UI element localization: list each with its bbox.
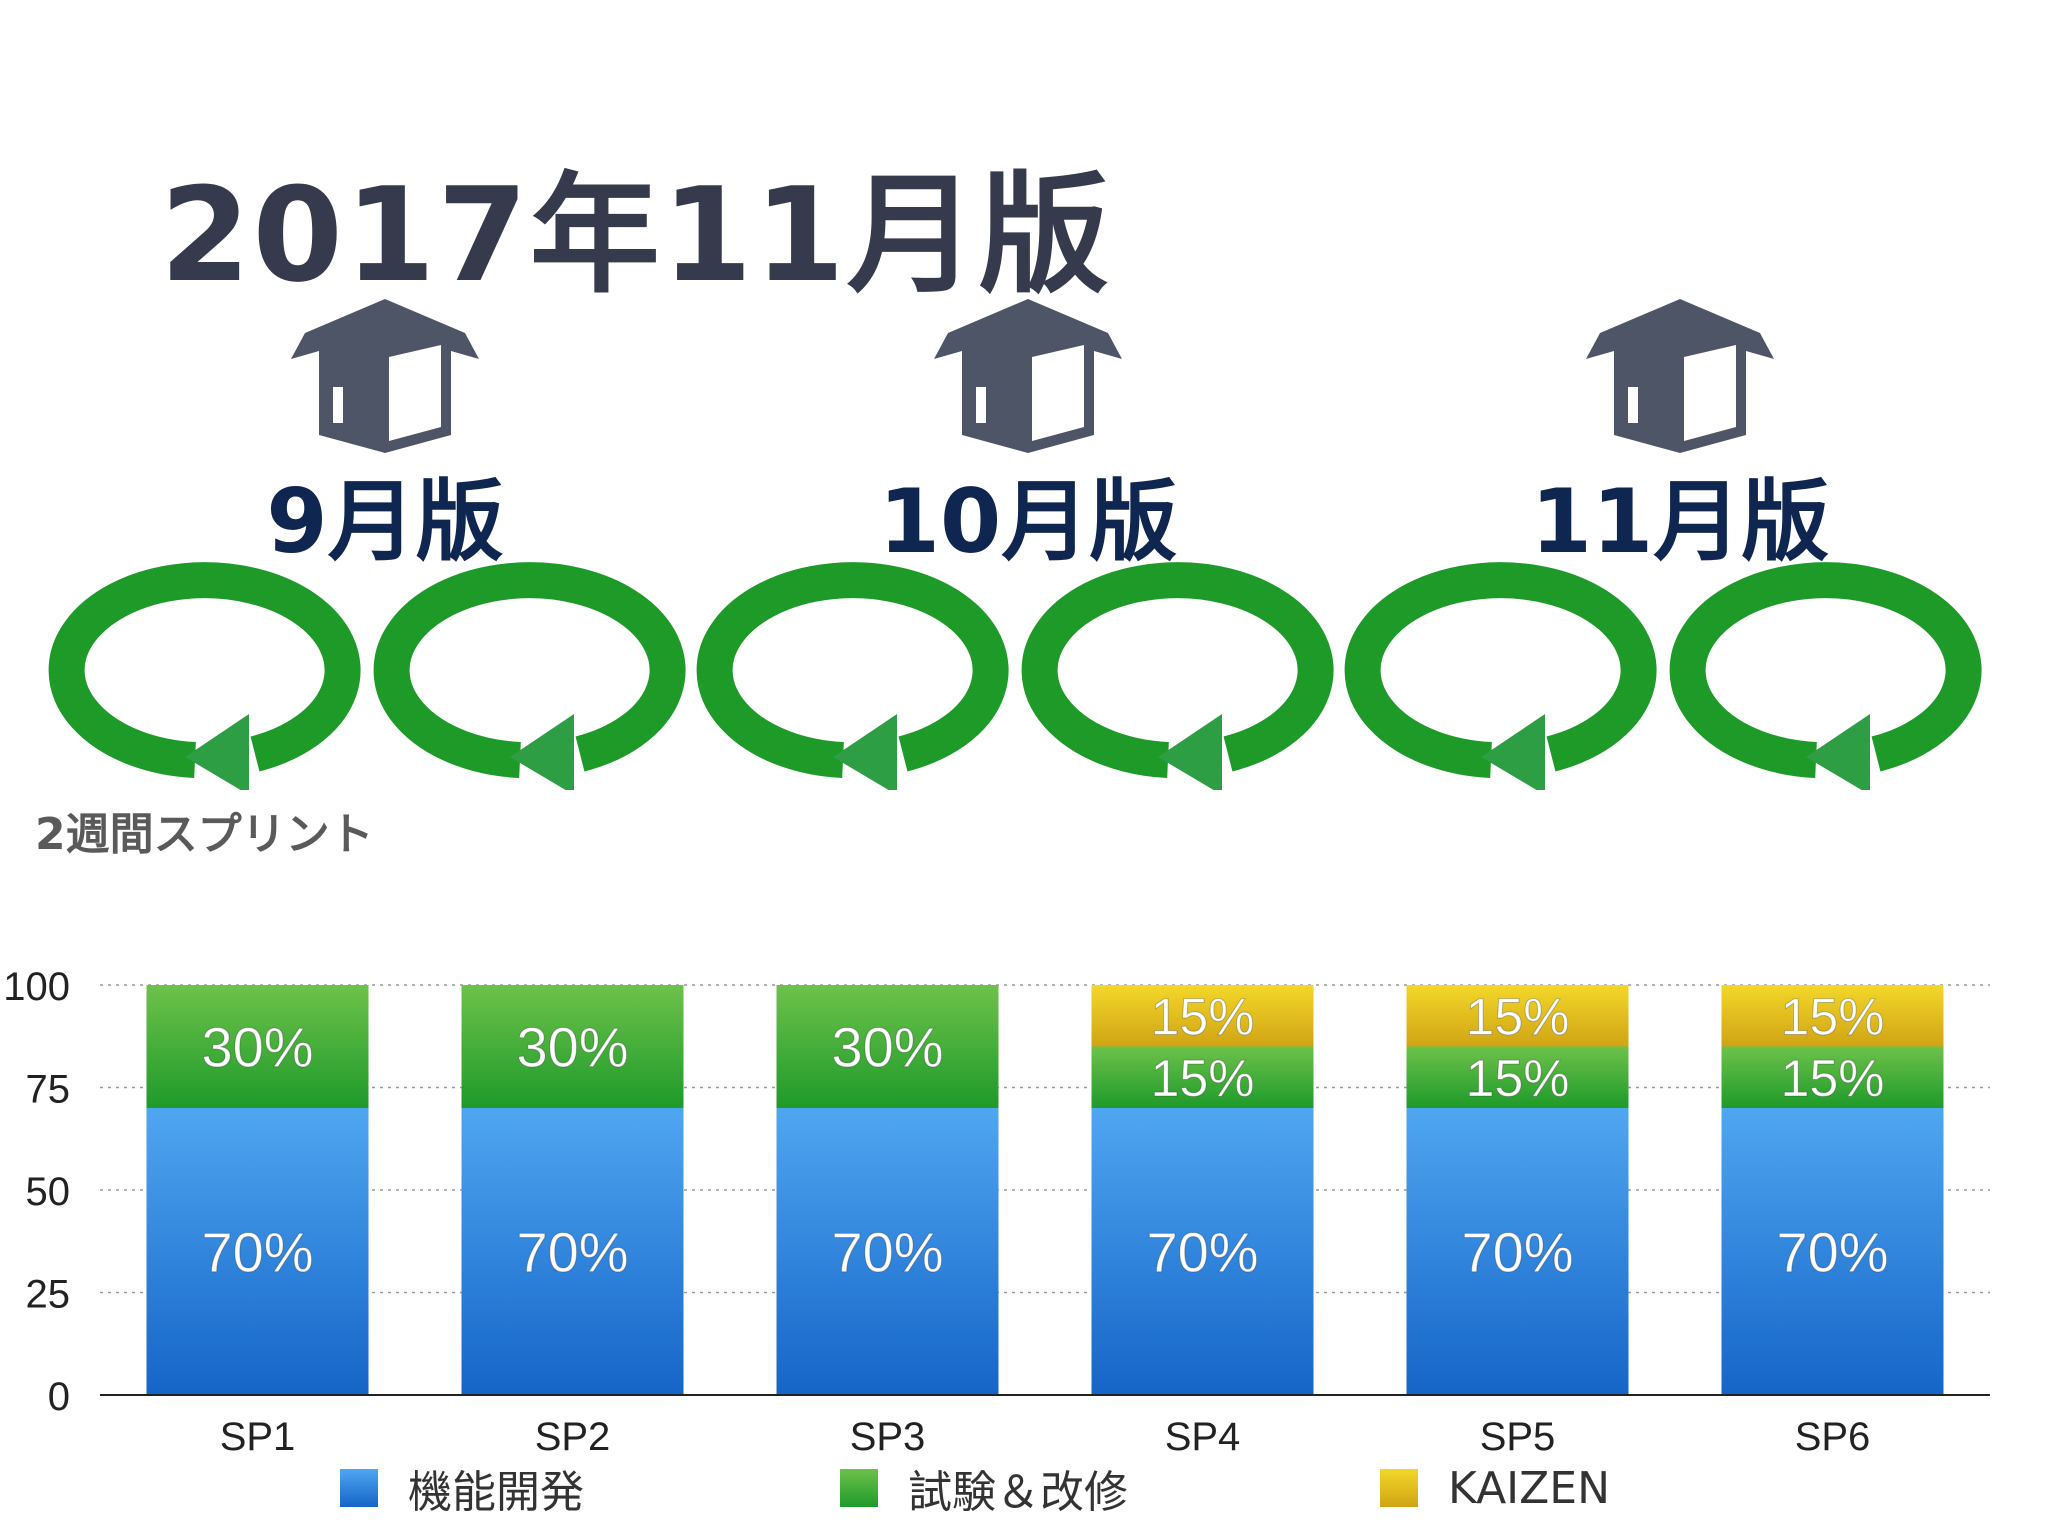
stacked-bar-chart: 70%30%70%30%70%30%70%15%15%70%15%15%70%1… [3,965,1990,1459]
legend-item-feature: 機能開発 [340,1458,584,1518]
bar-segment [1406,1046,1629,1108]
release-label-october: 10月版 [878,470,1178,573]
data-label: 70% [1461,1221,1573,1284]
legend-swatch-kaizen [1380,1469,1418,1507]
bar-segment [461,985,684,1108]
box-icon [934,299,1122,453]
data-label: 15% [1150,988,1254,1046]
bar-segment [1091,1108,1314,1395]
y-tick-label: 100 [3,965,70,1009]
bar-segment [146,985,369,1108]
bar-segment [1721,985,1944,1047]
x-tick-label: SP1 [220,1415,296,1459]
y-tick-label: 0 [48,1375,70,1419]
data-label: 15% [1780,988,1884,1046]
cycle-arrow-icon [373,562,686,790]
cycle-arrow-icon [696,562,1009,790]
data-label: 30% [831,1016,943,1079]
legend-swatch-testing [840,1469,878,1507]
data-label: 70% [516,1221,628,1284]
release-label-november: 11月版 [1530,470,1830,573]
bar-segment [1091,1046,1314,1108]
box-icon [1586,299,1774,453]
data-label: 15% [1780,1050,1884,1108]
data-label: 70% [831,1221,943,1284]
cycle-arrow-icon [1344,562,1657,790]
data-label: 70% [1776,1221,1888,1284]
box-icon [291,299,479,453]
cycle-arrow-icon [48,562,361,790]
legend-label-testing: 試験＆改修 [908,1467,1128,1518]
release-label-september: 9月版 [266,470,504,573]
y-tick-label: 75 [26,1068,71,1112]
x-tick-label: SP5 [1480,1415,1556,1459]
data-label: 15% [1465,988,1569,1046]
x-tick-label: SP6 [1795,1415,1871,1459]
bar-segment [1406,985,1629,1047]
bar-segment [1091,985,1314,1047]
bar-segment [776,985,999,1108]
x-tick-label: SP2 [535,1415,611,1459]
page-title: 2017年11月版 [160,159,1111,311]
cycle-arrow-icon [1669,562,1982,790]
data-label: 30% [516,1016,628,1079]
y-tick-label: 50 [26,1170,71,1214]
legend-item-testing: 試験＆改修 [840,1458,1128,1518]
sprint-duration-note: 2週間スプリント [35,809,374,860]
y-tick-label: 25 [26,1273,71,1317]
legend-item-kaizen: KAIZEN [1380,1458,1610,1518]
bar-segment [1406,1108,1629,1395]
data-label: 15% [1150,1050,1254,1108]
bar-segment [776,1108,999,1395]
legend-swatch-feature [340,1469,378,1507]
cycle-arrow-icon [1021,562,1334,790]
bar-segment [1721,1108,1944,1395]
data-label: 15% [1465,1050,1569,1108]
data-label: 30% [201,1016,313,1079]
bar-segment [1721,1046,1944,1108]
x-tick-label: SP3 [850,1415,926,1459]
data-label: 70% [201,1221,313,1284]
data-label: 70% [1146,1221,1258,1284]
bar-segment [461,1108,684,1395]
legend-label-kaizen: KAIZEN [1448,1462,1611,1514]
legend-label-feature: 機能開発 [408,1467,584,1518]
bar-segment [146,1108,369,1395]
x-tick-label: SP4 [1165,1415,1241,1459]
